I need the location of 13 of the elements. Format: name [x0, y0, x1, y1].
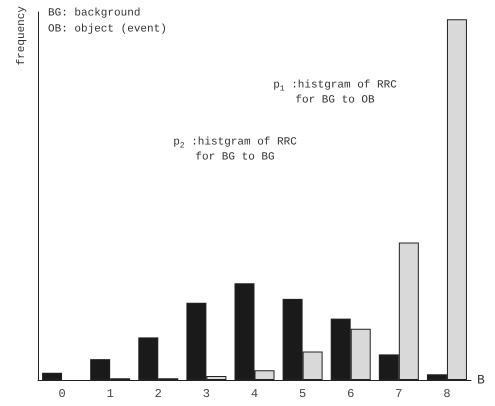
x-tick-label: 2 — [154, 387, 162, 401]
x-tick-label: 0 — [58, 387, 66, 401]
x-tick-label: 7 — [395, 387, 402, 401]
x-tick-label: 3 — [202, 387, 210, 401]
annotation: OB: object (event) — [48, 24, 167, 36]
x-tick-label: 1 — [106, 387, 114, 401]
x-tick-label: 4 — [250, 387, 258, 401]
x-tick-label: 8 — [443, 387, 451, 401]
y-axis-title: frequency — [16, 6, 28, 66]
x-tick-label: 6 — [347, 387, 354, 401]
x-axis-title: B — [477, 372, 485, 388]
x-tick-label: 5 — [299, 387, 306, 401]
text: BG: background — [48, 8, 140, 20]
